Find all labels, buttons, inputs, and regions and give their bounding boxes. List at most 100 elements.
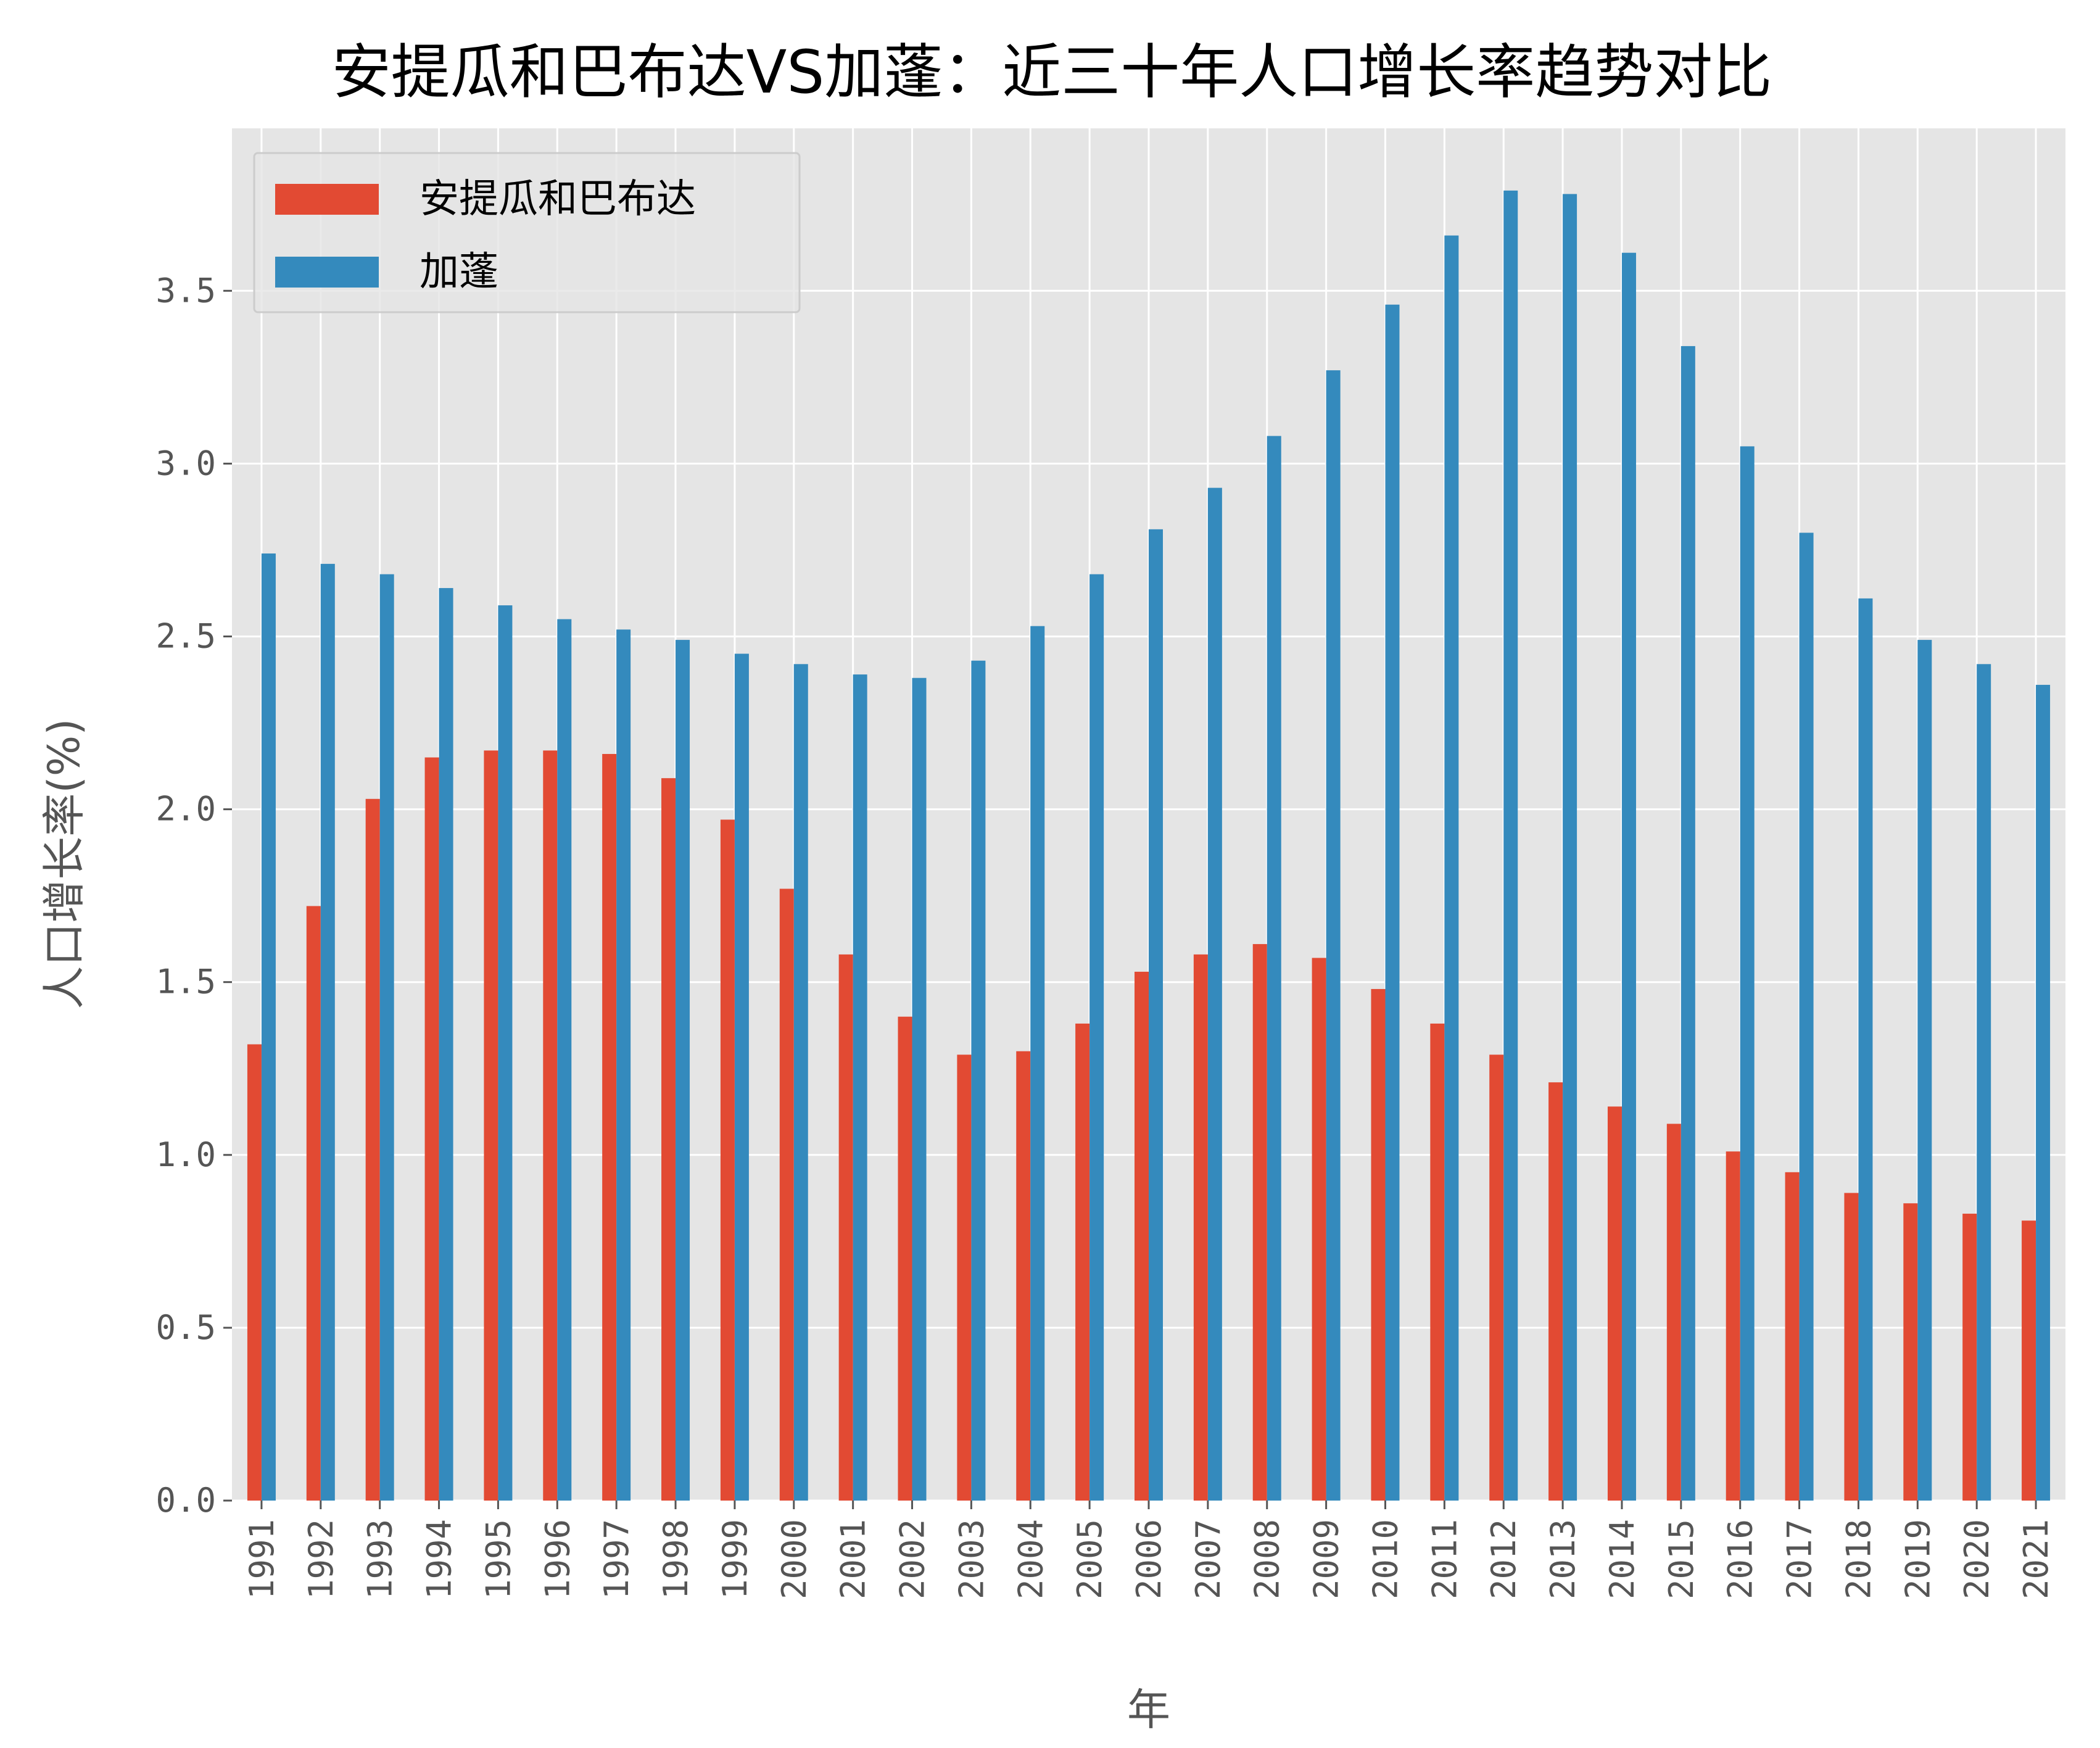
legend-swatch: [275, 184, 379, 215]
bar-gabon-2004: [1030, 626, 1045, 1501]
x-tick-label: 2010: [1366, 1519, 1405, 1599]
bar-gabon-1995: [498, 605, 513, 1501]
bars: [247, 190, 2051, 1501]
bar-antigua-and-barbuda-2008: [1252, 944, 1267, 1501]
y-tick-label: 2.0: [155, 790, 216, 829]
x-tick-label: 2001: [834, 1519, 873, 1599]
bar-antigua-and-barbuda-2001: [838, 954, 853, 1501]
x-tick-label: 1995: [479, 1519, 518, 1599]
legend-swatch: [275, 257, 379, 288]
y-axis-label: 人口增长率(%): [39, 718, 89, 1009]
x-tick-label: 1992: [302, 1519, 341, 1599]
y-tick-label: 1.5: [155, 963, 216, 1001]
x-tick-label: 1994: [420, 1519, 459, 1599]
x-tick-label: 2004: [1011, 1519, 1050, 1599]
bar-gabon-2010: [1385, 304, 1400, 1501]
bar-gabon-2001: [853, 674, 867, 1501]
y-tick-label: 0.5: [155, 1308, 216, 1347]
bar-antigua-and-barbuda-1992: [306, 906, 321, 1501]
x-tick-label: 2020: [1957, 1519, 1996, 1599]
bar-gabon-2007: [1207, 487, 1222, 1501]
bar-gabon-2014: [1621, 252, 1636, 1501]
legend-label: 安提瓜和巴布达: [420, 176, 696, 222]
bar-gabon-1991: [261, 553, 276, 1501]
bar-gabon-2003: [971, 660, 986, 1501]
bar-antigua-and-barbuda-2007: [1193, 954, 1208, 1501]
bar-antigua-and-barbuda-2003: [957, 1054, 972, 1501]
legend-label: 加蓬: [420, 249, 498, 295]
bar-antigua-and-barbuda-2002: [898, 1016, 912, 1501]
bar-antigua-and-barbuda-2020: [1962, 1214, 1977, 1501]
x-tick-label: 2005: [1070, 1519, 1109, 1599]
bar-gabon-2018: [1858, 598, 1873, 1501]
bar-gabon-2008: [1267, 436, 1281, 1501]
bar-gabon-2017: [1799, 532, 1814, 1501]
bar-gabon-1996: [557, 619, 572, 1501]
x-tick-label: 2000: [775, 1519, 814, 1599]
x-tick-label: 1996: [538, 1519, 577, 1599]
bar-antigua-and-barbuda-2000: [779, 888, 794, 1501]
y-tick-label: 3.5: [155, 271, 216, 310]
bar-antigua-and-barbuda-1993: [365, 798, 380, 1501]
bar-antigua-and-barbuda-2006: [1135, 971, 1149, 1501]
bar-gabon-2006: [1149, 529, 1163, 1501]
x-tick-label: 2017: [1780, 1519, 1819, 1599]
x-tick-label: 2015: [1662, 1519, 1701, 1599]
x-tick-label: 2007: [1189, 1519, 1228, 1599]
bar-gabon-2000: [793, 664, 808, 1501]
bar-antigua-and-barbuda-1994: [424, 757, 439, 1501]
bar-antigua-and-barbuda-2017: [1785, 1172, 1800, 1501]
x-tick-label: 2008: [1248, 1519, 1287, 1599]
bar-gabon-2021: [2036, 684, 2051, 1501]
x-axis-label: 年: [1127, 1684, 1170, 1735]
bar-antigua-and-barbuda-1997: [602, 753, 617, 1501]
bar-antigua-and-barbuda-2005: [1075, 1023, 1090, 1501]
bar-gabon-1993: [379, 574, 394, 1501]
x-tick-label: 2011: [1425, 1519, 1464, 1599]
x-tick-label: 2018: [1839, 1519, 1878, 1599]
x-tick-label: 1993: [361, 1519, 400, 1599]
x-tick-label: 2013: [1544, 1519, 1582, 1599]
bar-antigua-and-barbuda-2013: [1548, 1082, 1563, 1501]
bar-antigua-and-barbuda-2015: [1666, 1124, 1681, 1501]
x-tick-label: 1998: [656, 1519, 695, 1599]
bar-gabon-1998: [676, 640, 690, 1501]
bar-gabon-2013: [1563, 194, 1577, 1501]
bar-gabon-2009: [1326, 370, 1341, 1501]
y-tick-label: 3.0: [155, 444, 216, 483]
bar-gabon-2015: [1680, 346, 1695, 1501]
x-tick-label: 2003: [952, 1519, 991, 1599]
x-tick-label: 1997: [597, 1519, 636, 1599]
bar-gabon-2011: [1444, 235, 1459, 1501]
x-tick-label: 2009: [1307, 1519, 1346, 1599]
bar-antigua-and-barbuda-2021: [2022, 1220, 2036, 1501]
bar-antigua-and-barbuda-2009: [1312, 958, 1326, 1501]
bar-gabon-2002: [912, 677, 927, 1501]
bar-antigua-and-barbuda-2014: [1607, 1106, 1622, 1501]
bar-gabon-1997: [616, 629, 631, 1501]
x-tick-label: 2006: [1130, 1519, 1168, 1599]
x-tick-label: 2021: [2017, 1519, 2056, 1599]
bar-gabon-2020: [1977, 664, 1991, 1501]
bar-antigua-and-barbuda-1998: [661, 778, 676, 1501]
x-tick-label: 2014: [1603, 1519, 1642, 1599]
bar-gabon-2016: [1740, 446, 1755, 1501]
x-tick-label: 1999: [716, 1519, 754, 1599]
bar-antigua-and-barbuda-1996: [543, 750, 558, 1501]
bar-antigua-and-barbuda-2004: [1016, 1051, 1031, 1501]
bar-antigua-and-barbuda-2011: [1430, 1023, 1445, 1501]
y-tick-label: 2.5: [155, 616, 216, 655]
bar-gabon-1994: [439, 588, 453, 1501]
bar-gabon-2012: [1503, 190, 1518, 1501]
x-tick-label: 2012: [1484, 1519, 1523, 1599]
chart-title: 安提瓜和巴布达VS加蓬：近三十年人口增长率趋势对比: [332, 38, 1772, 107]
bar-antigua-and-barbuda-2019: [1903, 1203, 1918, 1501]
x-tick-label: 1991: [242, 1519, 281, 1599]
x-tick-label: 2019: [1898, 1519, 1937, 1599]
y-tick-label: 0.0: [155, 1481, 216, 1520]
bar-gabon-1999: [734, 653, 749, 1501]
bar-antigua-and-barbuda-2018: [1844, 1193, 1859, 1501]
bar-antigua-and-barbuda-1995: [484, 750, 498, 1501]
y-tick-label: 1.0: [155, 1135, 216, 1174]
